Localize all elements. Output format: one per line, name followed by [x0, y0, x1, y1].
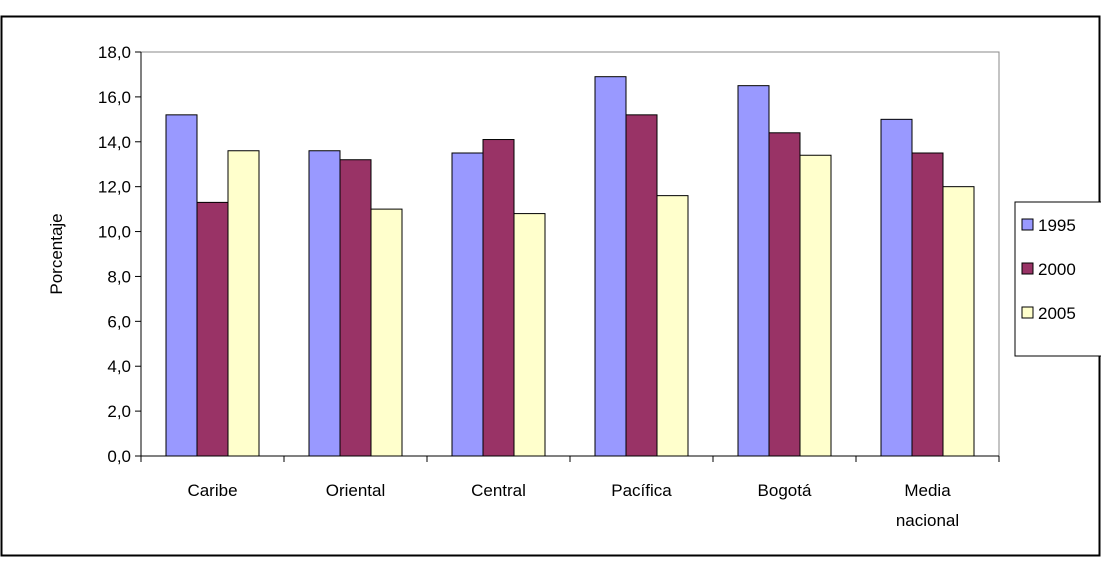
legend-label-1995: 1995 — [1038, 216, 1076, 235]
bars — [165, 76, 975, 457]
bar-1995-1 — [308, 150, 341, 457]
x-tick-label: Caribe — [187, 481, 237, 500]
y-tick-label: 6,0 — [107, 312, 131, 331]
x-tick-label: Pacífica — [611, 481, 672, 500]
bar-1995-3 — [594, 76, 627, 457]
x-axis: Caribe Oriental Central Pacífica Bogotá Media… — [140, 455, 1000, 530]
bar-2000-1 — [339, 159, 372, 457]
legend: 1995 2000 2005 — [1014, 201, 1101, 357]
bar-2005-4 — [799, 154, 832, 457]
bar-2000-2 — [482, 139, 515, 457]
x-tick-label: nacional — [896, 511, 959, 530]
y-tick-label: 12,0 — [98, 178, 131, 197]
legend-label-2000: 2000 — [1038, 260, 1076, 279]
bar-2005-1 — [370, 208, 403, 457]
bar-2000-0 — [196, 201, 229, 457]
plot-area — [140, 51, 1000, 457]
bar-2005-0 — [227, 150, 260, 457]
bar-1995-5 — [880, 118, 913, 457]
bar-2005-3 — [656, 195, 689, 457]
bar-2000-5 — [911, 152, 944, 457]
bar-1995-0 — [165, 114, 198, 457]
x-tick-label: Bogotá — [758, 481, 812, 500]
y-tick-label: 18,0 — [98, 43, 131, 62]
y-tick-label: 0,0 — [107, 447, 131, 466]
bar-1995-4 — [737, 85, 770, 457]
y-tick-label: 2,0 — [107, 402, 131, 421]
bar-2005-5 — [942, 186, 975, 457]
x-tick-label: Central — [471, 481, 526, 500]
bar-2005-2 — [513, 213, 546, 457]
x-tick-label: Media — [904, 481, 951, 500]
y-tick-label: 4,0 — [107, 357, 131, 376]
y-tick-label: 16,0 — [98, 88, 131, 107]
legend-label-2005: 2005 — [1038, 304, 1076, 323]
bar-2000-4 — [768, 132, 801, 457]
y-tick-label: 14,0 — [98, 133, 131, 152]
y-axis-label: Porcentaje — [47, 213, 66, 294]
x-tick-label: Oriental — [326, 481, 386, 500]
legend-swatch-2000 — [1021, 262, 1034, 275]
legend-swatch-2005 — [1021, 306, 1034, 319]
y-tick-label: 10,0 — [98, 223, 131, 242]
legend-swatch-1995 — [1021, 218, 1034, 231]
bar-2000-3 — [625, 114, 658, 457]
y-tick-label: 8,0 — [107, 267, 131, 286]
y-axis: 0,0 2,0 4,0 6,0 8,0 10,0 12,0 14,0 16,0 18,0 — [98, 43, 142, 466]
bar-1995-2 — [451, 152, 484, 457]
